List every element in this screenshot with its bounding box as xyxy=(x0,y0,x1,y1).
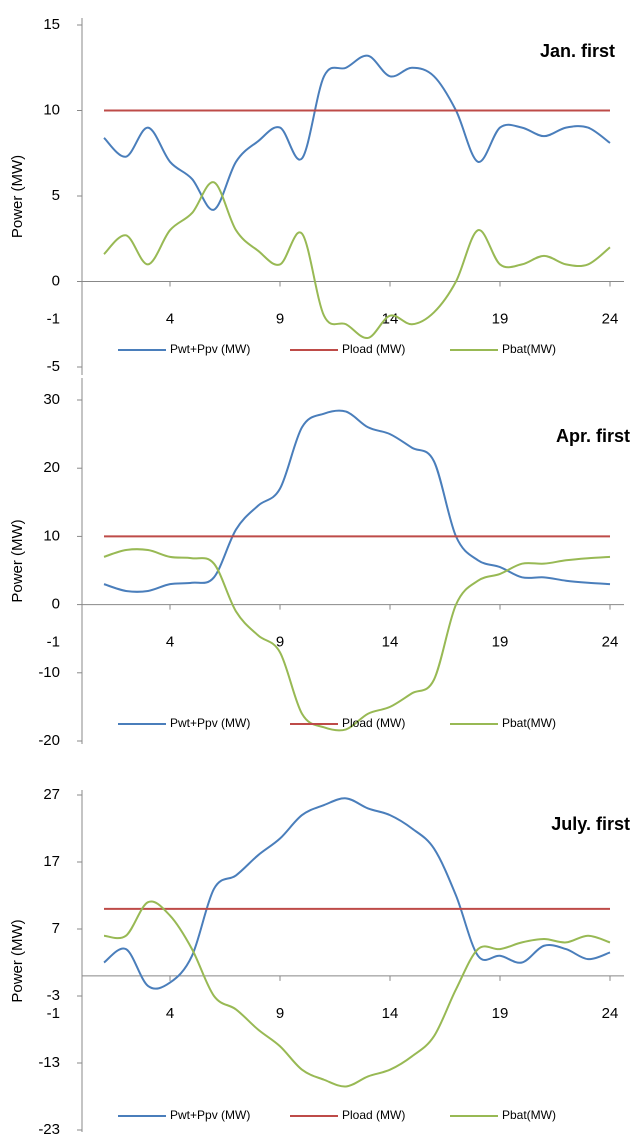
legend-bg xyxy=(116,341,118,359)
y-tick-label: 7 xyxy=(52,920,60,937)
series-line xyxy=(103,900,611,1088)
y-tick-label: -23 xyxy=(38,1121,60,1138)
x-tick-label: 24 xyxy=(602,634,619,651)
chart: -23 -13 -3 7 17 27 4 9 14 19 24 -1 Power (MW) July. f… xyxy=(9,786,630,1138)
series-line xyxy=(103,181,611,339)
y-axis-label: Power (MW) xyxy=(9,519,26,602)
x-tick-label: 4 xyxy=(166,310,174,327)
series-line xyxy=(103,797,611,990)
legend-bg xyxy=(448,1107,450,1125)
legend-label: Pload (MW) xyxy=(342,716,405,730)
y-tick-label: 15 xyxy=(43,16,60,33)
y-tick-label: 10 xyxy=(43,527,60,544)
legend-label: Pload (MW) xyxy=(342,1108,405,1122)
x-tick-label: 14 xyxy=(382,634,399,651)
series-line xyxy=(103,409,611,593)
y-tick-label: 17 xyxy=(43,853,60,870)
x-tick-label: 9 xyxy=(276,1005,284,1022)
legend-bg xyxy=(448,341,450,359)
x-tick-label: 24 xyxy=(602,1005,619,1022)
legend-label: Pwt+Ppv (MW) xyxy=(170,716,250,730)
x-tick-label: 24 xyxy=(602,310,619,327)
x-origin-label: -1 xyxy=(47,634,60,651)
chart-title: July. first xyxy=(551,814,630,834)
legend-label: Pwt+Ppv (MW) xyxy=(170,342,250,356)
x-tick-label: 14 xyxy=(382,1005,399,1022)
legend-label: Pbat(MW) xyxy=(502,1108,556,1122)
legend-bg xyxy=(288,715,290,733)
y-tick-label: 20 xyxy=(43,459,60,476)
chart: -5 0 5 10 15 4 9 14 19 24 -1 Power (MW) Jan. first Pw… xyxy=(9,16,624,375)
y-tick-label: 0 xyxy=(52,272,60,289)
x-tick-label: 9 xyxy=(276,634,284,651)
chart-title: Jan. first xyxy=(540,41,615,61)
y-tick-label: 27 xyxy=(43,786,60,803)
x-tick-label: 9 xyxy=(276,310,284,327)
legend-bg xyxy=(288,341,290,359)
legend-label: Pbat(MW) xyxy=(502,342,556,356)
y-tick-label: -20 xyxy=(38,732,60,749)
legend-label: Pwt+Ppv (MW) xyxy=(170,1108,250,1122)
y-tick-label: 5 xyxy=(52,187,60,204)
series-line xyxy=(103,54,611,211)
y-tick-label: 10 xyxy=(43,101,60,118)
y-tick-label: -13 xyxy=(38,1054,60,1071)
x-origin-label: -1 xyxy=(47,310,60,327)
legend-bg xyxy=(116,715,118,733)
legend-bg xyxy=(288,1107,290,1125)
y-tick-label: -3 xyxy=(47,987,60,1004)
y-tick-label: -10 xyxy=(38,664,60,681)
chart: -20 -10 0 10 20 30 4 9 14 19 24 -1 Power (MW) Apr. fi… xyxy=(9,378,630,749)
legend-bg xyxy=(116,1107,118,1125)
x-tick-label: 19 xyxy=(492,634,509,651)
x-tick-label: 19 xyxy=(492,310,509,327)
legend-label: Pbat(MW) xyxy=(502,716,556,730)
y-axis-label: Power (MW) xyxy=(9,155,26,238)
x-origin-label: -1 xyxy=(47,1005,60,1022)
y-tick-label: 0 xyxy=(52,596,60,613)
x-tick-label: 4 xyxy=(166,1005,174,1022)
series-line xyxy=(103,548,611,732)
legend-label: Pload (MW) xyxy=(342,342,405,356)
chart-title: Apr. first xyxy=(556,426,630,446)
x-tick-label: 19 xyxy=(492,1005,509,1022)
y-tick-label: 30 xyxy=(43,391,60,408)
x-tick-label: 14 xyxy=(382,310,399,327)
y-axis-label: Power (MW) xyxy=(9,919,26,1002)
y-tick-label: -5 xyxy=(47,358,60,375)
legend-bg xyxy=(448,715,450,733)
x-tick-label: 4 xyxy=(166,634,174,651)
